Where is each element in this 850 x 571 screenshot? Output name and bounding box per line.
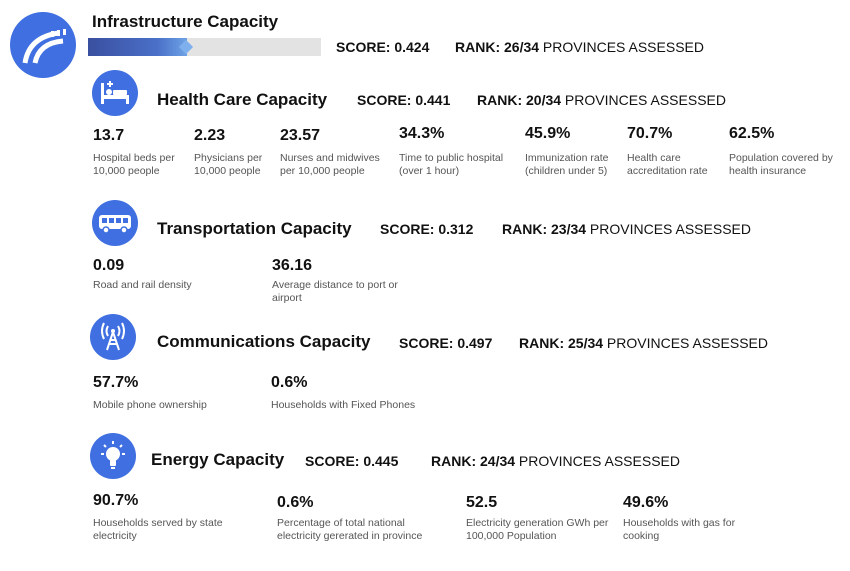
metric-distance-port-label: Average distance to port or airport	[272, 279, 398, 304]
transport-score: SCORE: 0.312	[380, 221, 474, 237]
antenna-tower-icon	[101, 322, 125, 351]
metric-distance-port-value: 36.16	[272, 257, 313, 274]
metric-electricity-generated-value: 0.6%	[277, 494, 314, 511]
header-rank: RANK: 26/34 PROVINCES ASSESSED	[455, 39, 704, 55]
communications-badge	[90, 314, 136, 360]
health-title: Health Care Capacity	[157, 90, 328, 109]
metric-state-electricity-value: 90.7%	[93, 492, 139, 509]
transport-title: Transportation Capacity	[157, 219, 352, 238]
metric-hospital-beds-value: 13.7	[93, 127, 125, 144]
header-rank-value: RANK: 26/34	[455, 39, 540, 55]
transport-rank-suffix: PROVINCES ASSESSED	[589, 221, 751, 237]
energy-score: SCORE: 0.445	[305, 453, 399, 469]
metric-gas-cooking-label: Households with gas for cooking	[623, 517, 736, 542]
bus-icon	[99, 215, 131, 234]
metric-mobile-ownership-value: 57.7%	[93, 374, 139, 391]
metric-accreditation-value: 70.7%	[627, 125, 673, 142]
communications-score: SCORE: 0.497	[399, 335, 493, 351]
hospital-bed-icon	[101, 81, 129, 104]
metric-road-rail-density-label: Road and rail density	[93, 279, 192, 291]
metric-hospital-beds-label: Hospital beds per 10,000 people	[93, 152, 175, 177]
metric-road-rail-density-value: 0.09	[93, 257, 125, 274]
infrastructure-badge	[10, 12, 76, 78]
metric-health-insurance-label: Population covered by health insurance	[729, 152, 833, 177]
energy-badge	[90, 433, 136, 479]
communications-rank-value: RANK: 25/34	[519, 335, 604, 351]
communications-title: Communications Capacity	[157, 332, 371, 351]
score-bar-fill	[88, 38, 187, 56]
metric-fixed-phones-value: 0.6%	[271, 374, 308, 391]
header-rank-suffix: PROVINCES ASSESSED	[542, 39, 704, 55]
metric-time-to-hospital-value: 34.3%	[399, 125, 445, 142]
metric-electricity-generated-label: Percentage of total national electricity…	[277, 517, 423, 542]
metric-physicians-value: 2.23	[194, 127, 226, 144]
metric-nurses-value: 23.57	[280, 127, 321, 144]
energy-title: Energy Capacity	[151, 450, 285, 469]
lightbulb-icon	[101, 441, 125, 469]
infrastructure-score-bar	[88, 38, 321, 56]
transport-rank-value: RANK: 23/34	[502, 221, 587, 237]
transport-rank: RANK: 23/34 PROVINCES ASSESSED	[502, 221, 751, 237]
metric-time-to-hospital-label: Time to public hospital (over 1 hour)	[399, 152, 504, 177]
metric-electricity-generation-value: 52.5	[466, 494, 498, 511]
metric-fixed-phones-label: Households with Fixed Phones	[271, 399, 416, 411]
health-rank: RANK: 20/34 PROVINCES ASSESSED	[477, 92, 726, 108]
energy-rank-suffix: PROVINCES ASSESSED	[518, 453, 680, 469]
energy-rank-value: RANK: 24/34	[431, 453, 516, 469]
communications-rank: RANK: 25/34 PROVINCES ASSESSED	[519, 335, 768, 351]
metric-electricity-generation-label: Electricity generation GWh per 100,000 P…	[466, 517, 609, 542]
health-badge	[92, 70, 138, 116]
metric-immunization-value: 45.9%	[525, 125, 571, 142]
health-score: SCORE: 0.441	[357, 92, 451, 108]
metric-physicians-label: Physicians per 10,000 people	[194, 152, 263, 177]
road-icon	[22, 29, 66, 64]
transport-badge	[92, 200, 138, 246]
metric-state-electricity-label: Households served by state electricity	[93, 517, 223, 542]
page-title: Infrastructure Capacity	[92, 12, 279, 31]
metric-accreditation-label: Health care accreditation rate	[627, 152, 708, 177]
communications-rank-suffix: PROVINCES ASSESSED	[606, 335, 768, 351]
metric-mobile-ownership-label: Mobile phone ownership	[93, 399, 207, 411]
header-score: SCORE: 0.424	[336, 39, 430, 55]
metric-gas-cooking-value: 49.6%	[623, 494, 669, 511]
health-rank-value: RANK: 20/34	[477, 92, 562, 108]
metric-immunization-label: Immunization rate (children under 5)	[525, 152, 609, 177]
energy-rank: RANK: 24/34 PROVINCES ASSESSED	[431, 453, 680, 469]
health-rank-suffix: PROVINCES ASSESSED	[564, 92, 726, 108]
metric-health-insurance-value: 62.5%	[729, 125, 775, 142]
metric-nurses-label: Nurses and midwives per 10,000 people	[280, 152, 380, 177]
